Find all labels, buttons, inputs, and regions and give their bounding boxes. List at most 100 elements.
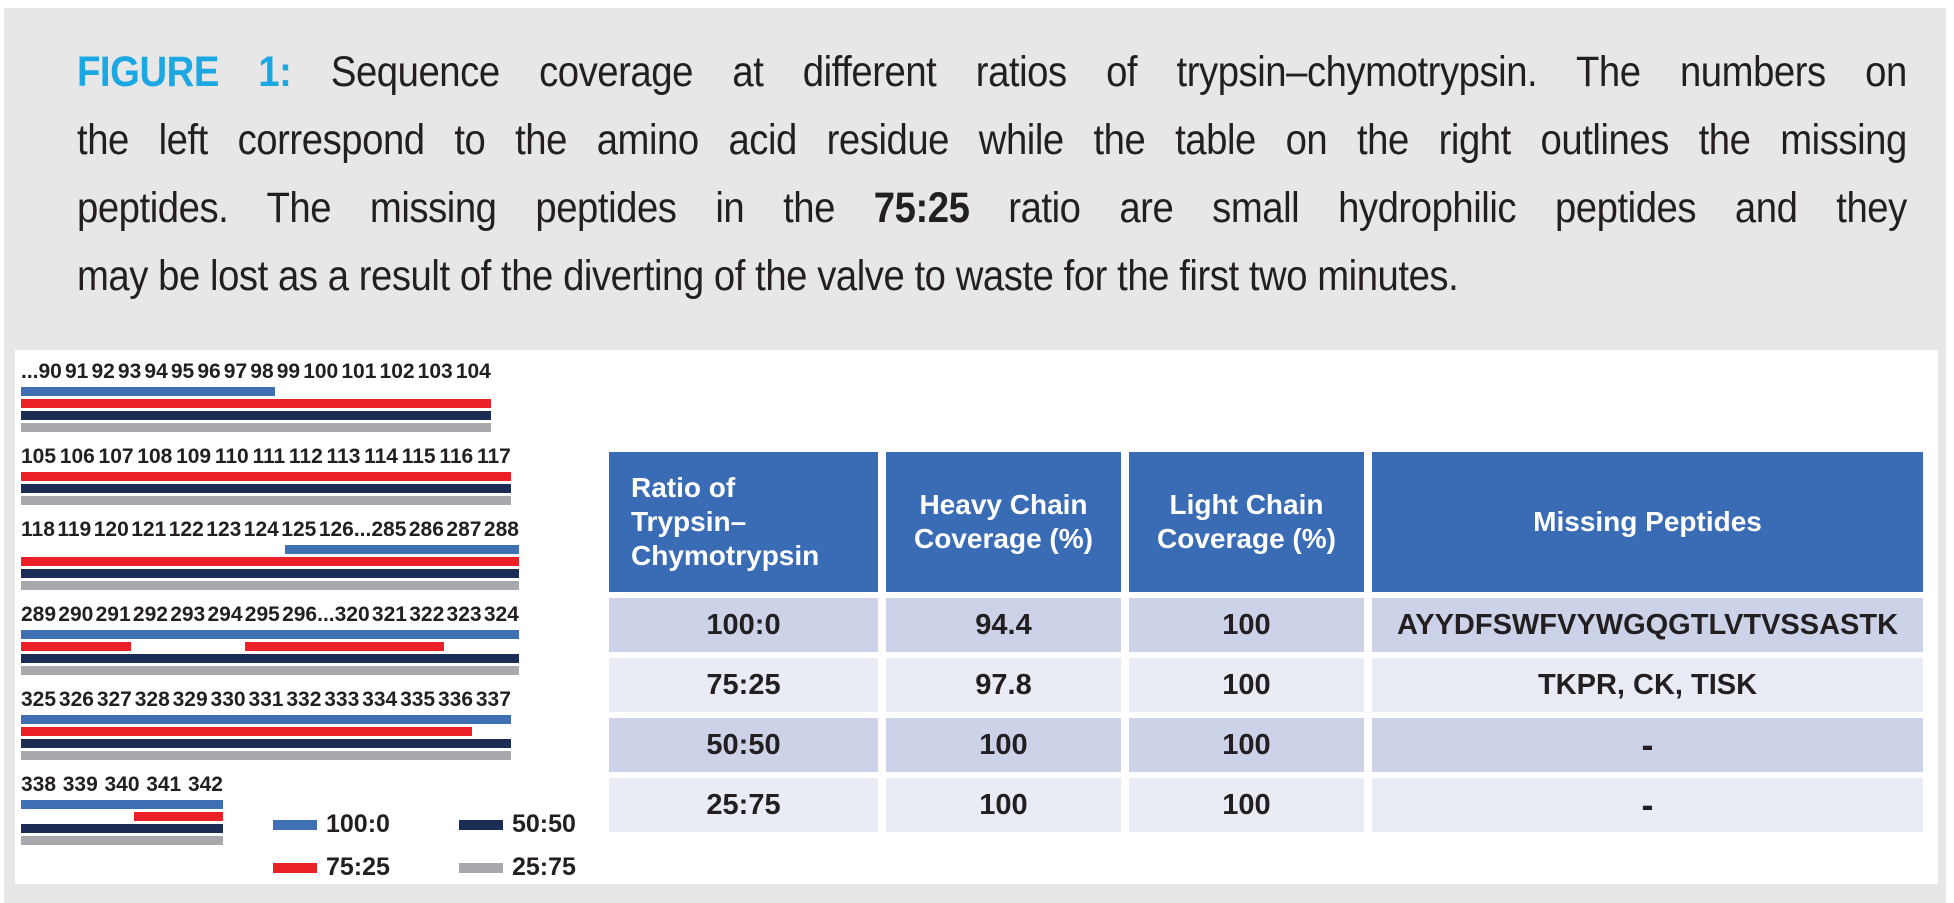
legend-swatch xyxy=(459,819,503,830)
residue-label: 93 xyxy=(117,360,142,383)
residue-label: 109 xyxy=(176,445,212,468)
caption-text: peptides. The missing peptides in the xyxy=(77,184,874,232)
residue-label: 116 xyxy=(439,445,474,468)
residue-label: 326 xyxy=(58,688,94,711)
coverage-track-75-25 xyxy=(21,557,519,566)
coverage-bar-50-50 xyxy=(21,824,223,833)
caption-line: peptides. The missing peptides in the 75… xyxy=(77,174,1907,242)
coverage-bar-100-0 xyxy=(21,800,223,809)
coverage-bar-75-25 xyxy=(245,642,445,651)
coverage-bar-75-25 xyxy=(134,812,223,821)
coverage-row: 289 290 291 292 293 294 295 296...320 321 322 323 3… xyxy=(21,603,519,675)
table-header-cell: Heavy Chain Coverage (%) xyxy=(886,452,1121,592)
residue-label: 94 xyxy=(144,360,168,383)
residue-labels: 325 326 327 328 329 330 331 332 333 334 335 336 337 xyxy=(21,688,511,712)
residue-label: 293 xyxy=(170,603,206,626)
caption-line: the left correspond to the amino acid re… xyxy=(77,116,1907,164)
residue-labels: 289 290 291 292 293 294 295 296...320 321 322 323 3… xyxy=(21,603,519,627)
residue-label: 331 xyxy=(248,688,284,711)
residue-label: ...90 xyxy=(21,360,62,383)
residue-label: 118 xyxy=(21,518,55,541)
coverage-row: 325 326 327 328 329 330 331 332 333 334 335 336 337 xyxy=(21,688,511,760)
figure-number-label: FIGURE 1: xyxy=(77,48,292,96)
legend-swatch xyxy=(273,819,317,830)
table-cell: 25:75 xyxy=(609,778,878,832)
coverage-track-50-50 xyxy=(21,654,519,663)
caption-text: Sequence coverage at different ratios of… xyxy=(291,48,1907,96)
figure-panel: FIGURE 1: Sequence coverage at different… xyxy=(4,8,1946,903)
residue-label: 296...320 xyxy=(282,603,370,626)
table-cell: 100 xyxy=(886,778,1121,832)
residue-label: 92 xyxy=(91,360,115,383)
table-cell: 100 xyxy=(1129,658,1364,712)
coverage-track-25-75 xyxy=(21,751,511,760)
coverage-bar-25-75 xyxy=(21,751,511,760)
coverage-track-50-50 xyxy=(21,739,511,748)
caption-ratio-emphasis: 75:25 xyxy=(873,184,970,232)
residue-label: 327 xyxy=(96,688,132,711)
residue-label: 341 xyxy=(146,773,182,796)
coverage-row: ...90 91 92 93 94 95 96 97 98 99 100 101 102 103 104 xyxy=(21,360,491,432)
residue-label: 100 xyxy=(303,360,339,383)
legend-item-75-25: 75:25 xyxy=(273,853,459,882)
coverage-bar-75-25 xyxy=(21,727,472,736)
coverage-track-75-25 xyxy=(21,642,519,651)
table-cell: - xyxy=(1372,778,1923,832)
residue-label: 104 xyxy=(455,360,491,383)
legend-label: 75:25 xyxy=(326,853,390,881)
residue-label: 290 xyxy=(58,603,94,626)
residue-label: 124 xyxy=(243,518,279,541)
caption-line: FIGURE 1: Sequence coverage at different… xyxy=(77,38,1907,106)
residue-label: 91 xyxy=(64,360,89,383)
residue-label: 107 xyxy=(98,445,134,468)
coverage-bar-25-75 xyxy=(21,581,519,590)
residue-label: 110 xyxy=(214,445,249,468)
coverage-bar-50-50 xyxy=(21,484,511,493)
coverage-bar-50-50 xyxy=(21,411,491,420)
coverage-track-100-0 xyxy=(21,715,511,724)
legend-label: 25:75 xyxy=(512,853,576,881)
coverage-track-25-75 xyxy=(21,836,223,845)
coverage-bar-100-0 xyxy=(284,545,519,554)
residue-label: 105 xyxy=(21,445,57,468)
legend-item-100-0: 100:0 xyxy=(273,810,459,839)
residue-label: 324 xyxy=(483,603,519,626)
residue-label: 119 xyxy=(57,518,92,541)
residue-label: 330 xyxy=(210,688,246,711)
coverage-track-25-75 xyxy=(21,423,491,432)
table-cell: 50:50 xyxy=(609,718,878,772)
coverage-bar-75-25 xyxy=(21,557,519,566)
residue-label: 294 xyxy=(207,603,243,626)
residue-label: 114 xyxy=(364,445,398,468)
legend-item-50-50: 50:50 xyxy=(459,810,576,839)
coverage-track-75-25 xyxy=(21,472,511,481)
residue-label: 291 xyxy=(95,603,131,626)
coverage-track-25-75 xyxy=(21,666,519,675)
residue-label: 103 xyxy=(417,360,453,383)
residue-label: 122 xyxy=(168,518,204,541)
residue-label: 336 xyxy=(437,688,474,711)
residue-label: 121 xyxy=(131,518,167,541)
coverage-bar-100-0 xyxy=(21,715,511,724)
residue-label: 95 xyxy=(170,360,195,383)
residue-label: 335 xyxy=(400,688,436,711)
coverage-track-100-0 xyxy=(21,387,491,396)
coverage-bar-75-25 xyxy=(21,642,131,651)
table-header-cell: Ratio of Trypsin– Chymotrypsin xyxy=(609,452,878,592)
residue-label: 323 xyxy=(446,603,482,626)
residue-label: 337 xyxy=(475,688,511,711)
residue-label: 333 xyxy=(324,688,360,711)
coverage-track-100-0 xyxy=(21,630,519,639)
residue-label: 342 xyxy=(187,773,223,796)
coverage-track-75-25 xyxy=(21,812,223,821)
coverage-diagram: ...90 91 92 93 94 95 96 97 98 99 100 101 102 103 104 10… xyxy=(21,360,519,858)
table-header-cell: Light Chain Coverage (%) xyxy=(1129,452,1364,592)
table-header-cell: Missing Peptides xyxy=(1372,452,1923,592)
residue-label: 339 xyxy=(62,773,98,796)
residue-label: 334 xyxy=(362,688,398,711)
coverage-bar-100-0 xyxy=(21,630,519,639)
residue-label: 126...285 xyxy=(318,518,407,541)
coverage-track-50-50 xyxy=(21,411,491,420)
residue-labels: ...90 91 92 93 94 95 96 97 98 99 100 101 102 103 104 xyxy=(21,360,491,384)
